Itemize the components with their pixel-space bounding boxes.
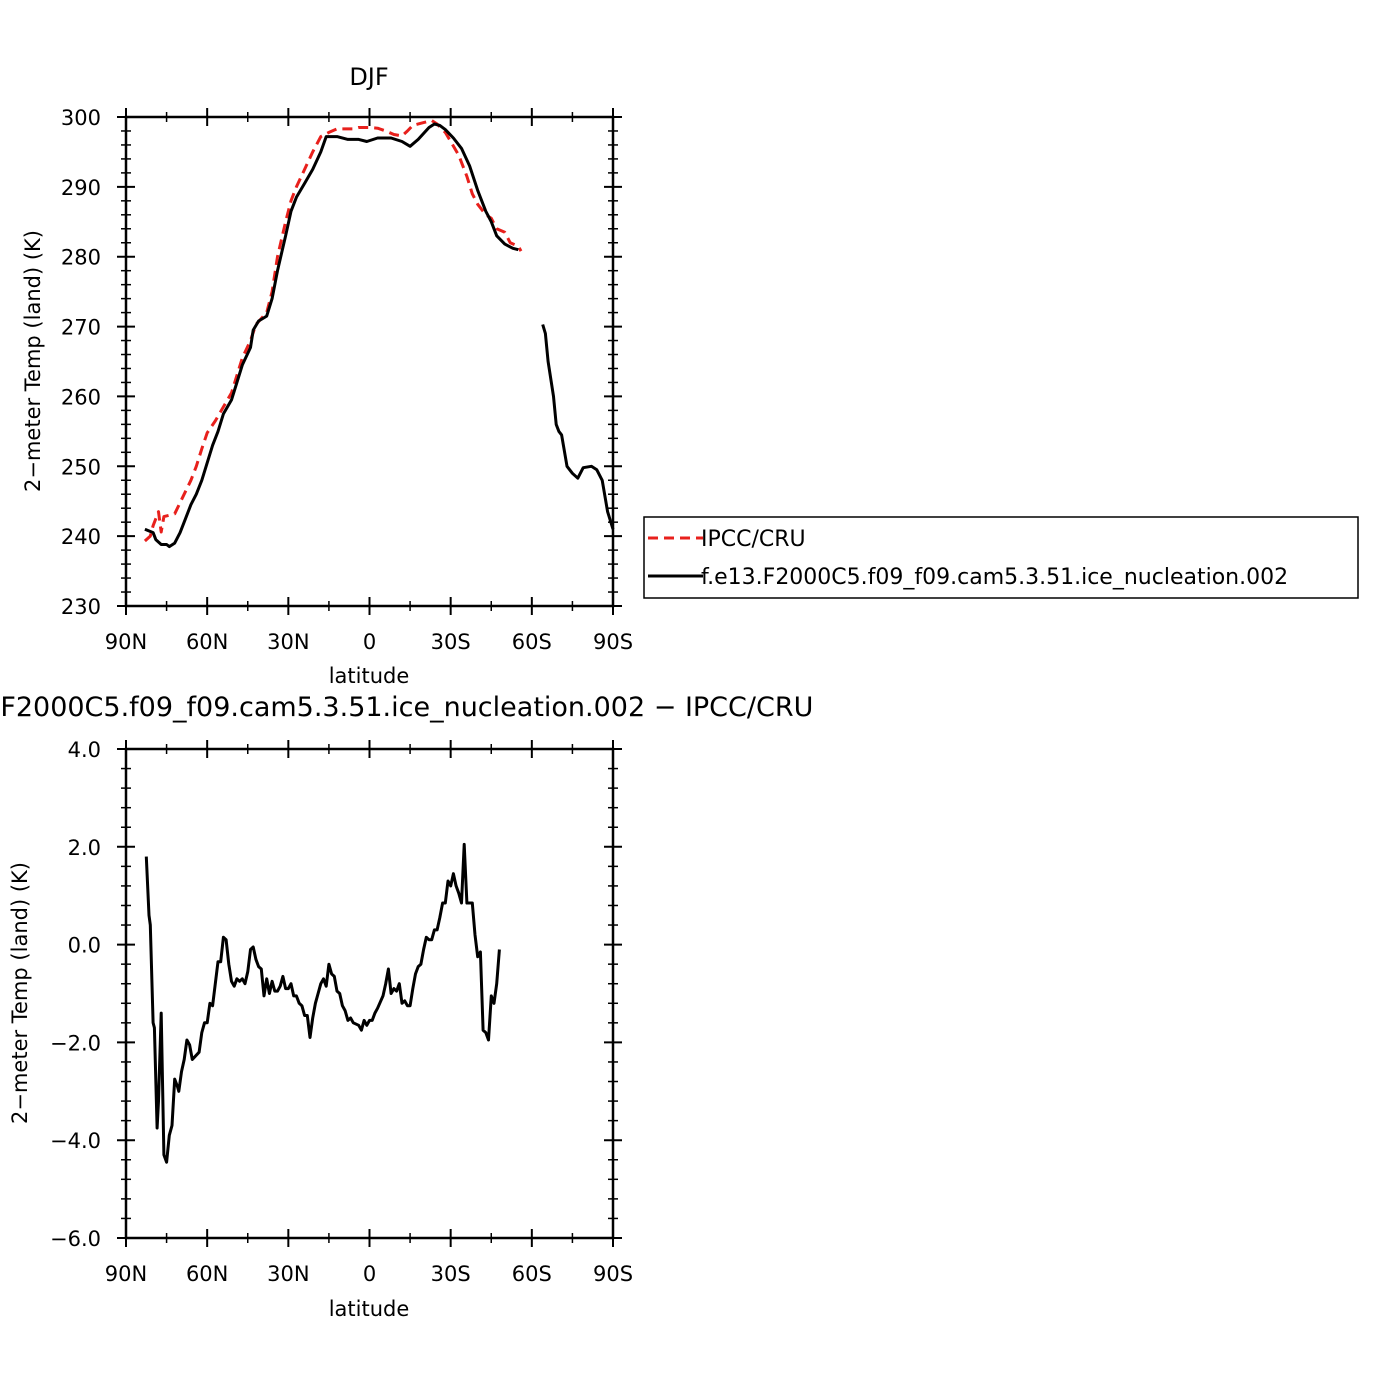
top-y-tick-label: 300 [61,106,101,130]
bottom-y-tick-label: 4.0 [68,738,101,762]
bottom-x-tick-label: 60S [512,1262,552,1286]
bottom-series-layer [144,842,501,1164]
bottom-x-tick-label: 30S [431,1262,471,1286]
top-x-tick-labels: 90N 60N 30N 0 30S 60S 90S [105,630,633,654]
top-series-line-0 [143,119,523,543]
top-x-tick-label: 90N [105,630,147,654]
top-plot-frame [124,115,615,608]
bottom-chart-title: f.e13.F2000C5.f09_f09.cam5.3.51.ice_nucl… [0,692,813,723]
bottom-y-tick-label: 2.0 [68,836,101,860]
top-ticks [117,108,622,615]
legend-label-model: f.e13.F2000C5.f09_f09.cam5.3.51.ice_nucl… [701,565,1288,590]
top-y-axis-label: 2−meter Temp (land) (K) [21,230,45,492]
bottom-x-tick-label: 90N [105,1262,147,1286]
top-y-tick-label: 290 [61,176,101,200]
legend: IPCC/CRU f.e13.F2000C5.f09_f09.cam5.3.51… [643,516,1359,599]
top-y-tick-label: 280 [61,246,101,270]
top-x-tick-label: 60S [512,630,552,654]
top-x-tick-label: 90S [593,630,633,654]
legend-box [643,516,1359,599]
top-series-layer [143,119,615,549]
bottom-plot-frame [124,747,615,1240]
top-panel: DJF 90N 60N 30N 0 30S 60S 90S 2302402502602702… [21,63,633,688]
top-x-axis-label: latitude [329,664,410,688]
bottom-x-tick-label: 60N [186,1262,228,1286]
bottom-series-line-0 [144,842,501,1164]
bottom-x-axis-label: latitude [329,1297,410,1321]
bottom-y-tick-label: −6.0 [50,1227,101,1251]
bottom-y-tick-label: −2.0 [50,1031,101,1055]
legend-label-ipcc: IPCC/CRU [701,527,806,552]
bottom-y-axis-label: 2−meter Temp (land) (K) [8,862,32,1124]
bottom-x-tick-labels: 90N 60N 30N 0 30S 60S 90S [105,1262,633,1286]
bottom-x-tick-label: 30N [267,1262,309,1286]
top-series-line-1 [144,122,615,549]
top-x-tick-label: 30N [267,630,309,654]
top-y-tick-label: 260 [61,385,101,409]
bottom-ticks [117,740,622,1247]
top-y-tick-label: 270 [61,316,101,340]
top-y-tick-label: 240 [61,525,101,549]
top-x-tick-label: 0 [363,630,376,654]
bottom-panel: f.e13.F2000C5.f09_f09.cam5.3.51.ice_nucl… [0,692,813,1321]
bottom-y-tick-label: 0.0 [68,934,101,958]
bottom-x-tick-label: 0 [363,1262,376,1286]
top-x-tick-label: 60N [186,630,228,654]
top-chart-title: DJF [349,63,388,91]
bottom-y-tick-labels: −6.0 −4.0 −2.0 0.0 2.0 4.0 [50,738,101,1251]
top-x-tick-label: 30S [431,630,471,654]
top-y-tick-label: 230 [61,595,101,619]
bottom-x-tick-label: 90S [593,1262,633,1286]
top-y-tick-label: 250 [61,455,101,479]
bottom-y-tick-label: −4.0 [50,1129,101,1153]
top-y-tick-labels: 230 240 250 260 270 280 290 300 [61,106,101,619]
